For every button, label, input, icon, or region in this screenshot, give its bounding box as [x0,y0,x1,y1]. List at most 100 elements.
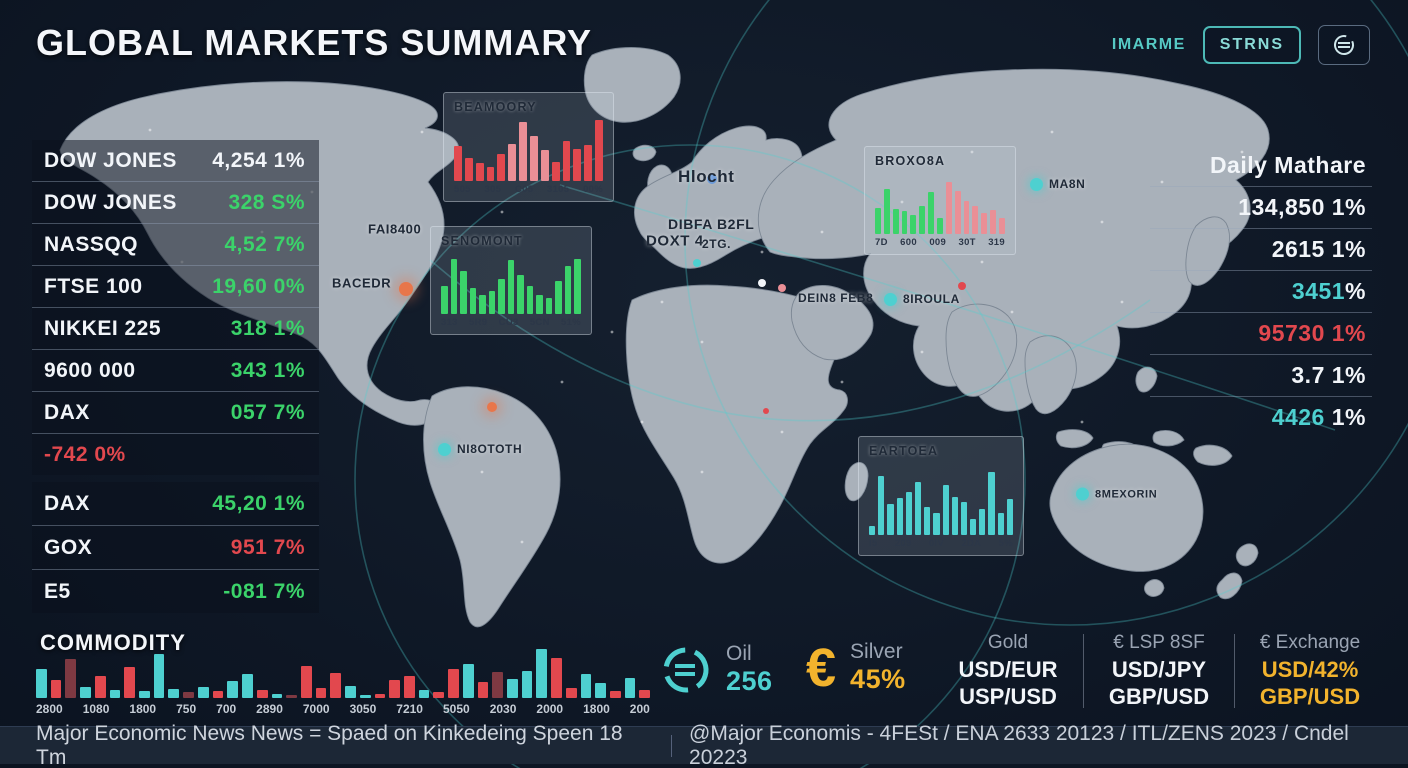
chart-bar [937,217,943,234]
table-row: 134,850 1% [1150,187,1372,229]
map-marker-teal [693,259,701,267]
chart-axis-label: 1080 [82,702,110,716]
chart-bar [212,691,224,698]
chart-axis-label: 2000 [536,702,564,716]
chart-bar [507,260,515,314]
index-value-suffix: 1% [1324,404,1366,430]
nav-imarme-link[interactable]: IMARME [1111,36,1186,53]
map-label: 8IROULA [884,292,960,306]
chart-card-senomont: SENOMONT 313 5R9 CU3 5CN 51% [430,226,592,335]
indices-panel-primary: DOW JONES 4,254 1% DOW JONES 328 S% NASSQQ 4,… [32,140,319,475]
chart-bar [610,691,621,698]
map-label-text: 8IROULA [903,292,960,306]
chart-axis-label: 5CN [529,317,550,328]
map-philippines [1135,366,1158,393]
strns-button[interactable]: STRNS [1202,26,1301,64]
chart-bar [403,675,415,698]
chart-bar [624,678,636,698]
currency-globe-button[interactable] [1318,25,1370,65]
index-value: 4,254 1% [212,148,305,172]
chart-bar [595,683,607,698]
chart-bar [300,665,312,698]
chart-bar [573,149,582,181]
map-label: DOXT 4 [646,233,704,250]
map-label: MA8N [1030,177,1085,191]
column-divider [1083,634,1084,708]
map-label-text: NI8OTOTH [457,442,523,456]
chart-bar [997,512,1004,535]
index-value: 951 7% [230,535,305,559]
table-row: DOW JONES 328 S% [32,182,319,224]
chart-axis-label: 7D [875,237,888,248]
chart-bar [869,526,876,535]
map-greenland [583,47,681,123]
chart-axis-label: 2890 [256,702,283,716]
chart-bars [454,117,604,181]
oil-label: Oil [726,642,752,665]
map-new-zealand [1216,572,1243,600]
table-row: DAX 057 7% [32,392,319,434]
indices-panel-secondary: DAX 45,20 1% GOX 951 7% E5 -081 7% [32,482,319,613]
chart-bar [389,680,400,698]
chart-axis-label: 2800 [36,702,63,716]
chart-bar [562,141,571,181]
chart-bar [564,266,572,314]
chart-bar [551,161,560,181]
chart-bar [479,295,486,314]
chart-bar [896,498,903,535]
table-row: 9600 000 343 1% [32,350,319,392]
index-value: 134,850 1% [1238,194,1366,220]
chart-bar [910,215,917,234]
map-madagascar [844,462,869,502]
table-row: NIKKEI 225 318 1% [32,308,319,350]
chart-axis-label: 30T [958,237,976,248]
column-divider [1234,634,1235,708]
silver-value: 45% [850,664,906,694]
chart-bar [960,501,968,535]
map-label: 8MEXORIN [1076,487,1157,501]
chart-bar [875,207,881,234]
map-label-text: 2TG. [702,237,732,251]
chart-bar [639,689,651,698]
map-asia [757,68,1270,412]
oil-value: 256 [726,666,773,696]
chart-bar [928,192,935,234]
chart-axis-label: 1800 [129,702,157,716]
chart-bar [565,687,577,698]
map-se-asia [1024,335,1077,415]
chart-bar [914,481,922,535]
chart-bar [462,664,474,698]
map-arabia [790,285,874,361]
chart-axis-label: 0IV [928,538,945,549]
chart-axis-label: 600 [900,237,917,248]
map-label: Hlocht [678,167,734,187]
chart-axis-label: 2DA [961,538,982,549]
chart-axis-label: I5 [869,538,878,549]
silver-widget: € Silver 45% [806,640,906,695]
chart-axis-label: CU3 [498,317,519,328]
fx-column-header: Gold [987,632,1029,653]
chart-bar [441,285,448,314]
chart-bar [519,122,528,181]
chart-bar [892,208,899,234]
chart-bar [887,503,894,535]
silver-label: Silver [850,640,903,663]
table-row: 95730 1% [1150,313,1372,355]
index-label: NIKKEI 225 [44,316,162,340]
index-value: 3.7 1% [1291,362,1366,388]
chart-bar [540,150,549,181]
chart-bar [168,689,180,698]
chart-bar [460,271,467,314]
chart-bar [315,687,327,698]
chart-bar [448,668,459,698]
euro-icon: € [806,637,837,698]
map-label-text: FAI8400 [368,221,422,237]
fx-column: Gold USD/EUR USP/USD [952,632,1064,710]
index-value: 328 S% [228,190,305,214]
table-row: GOX 951 7% [32,526,319,570]
chart-bar [970,518,977,535]
index-value: -742 0% [44,442,126,466]
chart-bar [508,143,517,181]
chart-axis-label: 00% [583,184,603,195]
ticker-left-text: Major Economic News News = Spaed on Kink… [36,721,623,768]
